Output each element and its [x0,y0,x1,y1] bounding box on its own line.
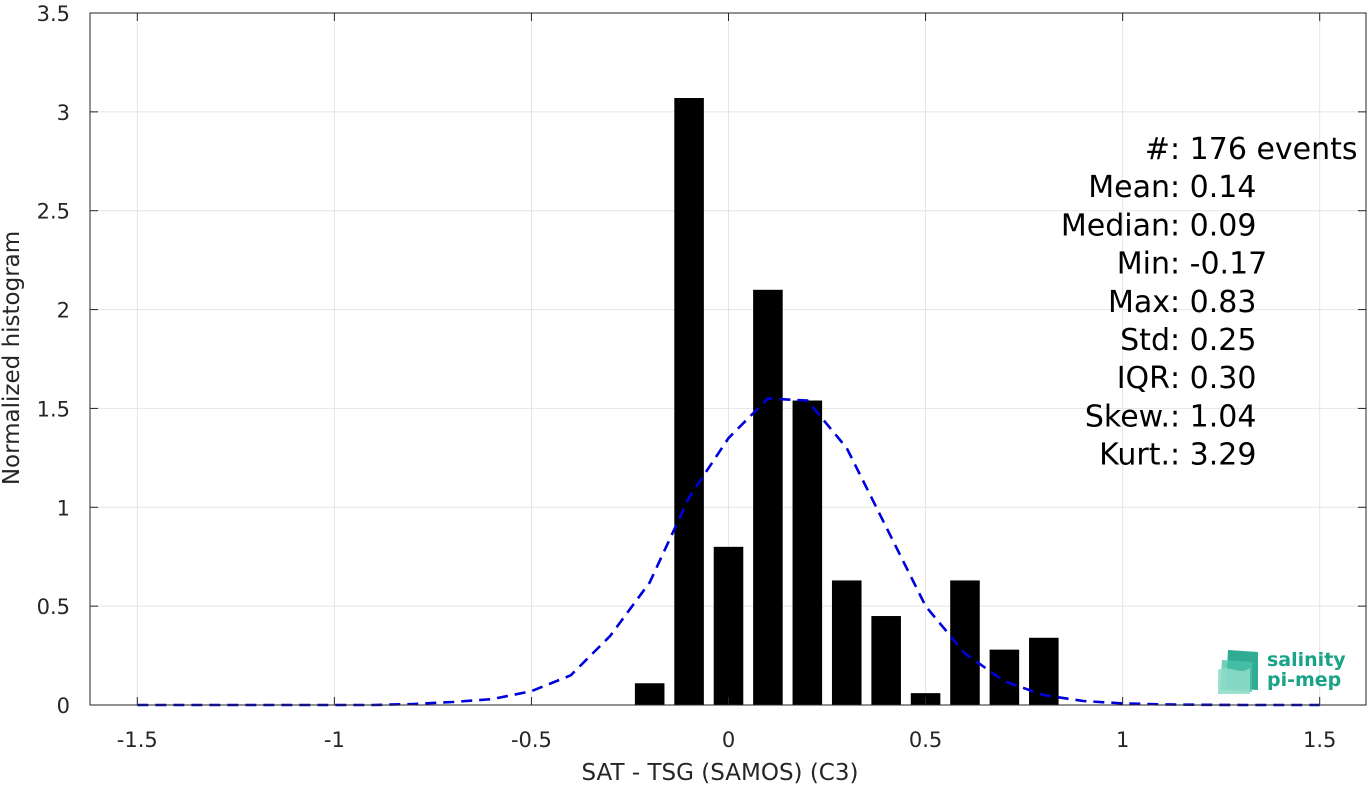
stat-value: : -0.17 [1170,247,1267,282]
x-tick-label: 1 [1116,728,1129,752]
y-tick-label: 3 [57,101,70,125]
axes-frame [89,12,1367,706]
x-tick-label: 1.5 [1303,728,1336,752]
x-tick-label: -1.5 [117,728,158,752]
x-tick-label: 0.5 [909,728,942,752]
bar-6 [871,616,901,705]
stat-value: : 1.04 [1170,399,1256,434]
stat-label: Median [1061,208,1170,243]
x-tick-labels: -1.5 -1 -0.5 0 0.5 1 1.5 [117,728,1337,752]
x-tick-label: -1 [324,728,345,752]
y-tick-label: 2 [57,299,70,323]
stat-value: : 176 events [1170,132,1358,167]
stat-label: Max [1108,285,1170,320]
stat-value: : 0.30 [1170,361,1256,396]
stat-label: Mean [1088,170,1170,205]
fit-curve [137,397,1320,707]
stat-label: # [1145,132,1170,167]
stat-label: Std [1120,323,1170,358]
bar-3 [753,289,783,705]
bar-5 [831,580,862,705]
stat-value: : 0.25 [1170,323,1256,358]
salinity-pi-mep-logo: salinity pi-mep [1218,649,1346,694]
stat-label: Kurt. [1099,438,1170,473]
y-tick-label: 0 [57,694,70,718]
stat-label: Min [1117,247,1170,282]
y-tick-label: 3.5 [37,2,70,26]
y-tick-label: 0.5 [37,595,70,619]
stat-label: IQR [1117,361,1170,396]
stat-label: Skew. [1085,399,1170,434]
bar-0 [634,683,665,705]
stat-value: : 3.29 [1170,438,1256,473]
y-tick-labels: 0 0.5 1 1.5 2 2.5 3 3.5 [37,2,70,718]
stat-value: : 0.14 [1170,170,1256,205]
stat-value: : 0.83 [1170,285,1256,320]
logo-icon [1218,650,1258,694]
logo-line2: pi-mep [1267,669,1341,691]
stat-value: : 0.09 [1170,208,1256,243]
x-tick-label: 0 [722,728,735,752]
logo-line1: salinity [1267,649,1346,671]
bar-4 [792,400,823,705]
bar-2 [713,546,744,705]
bar-1 [674,98,704,705]
bar-9 [989,649,1020,705]
x-axis-label: SAT - TSG (SAMOS) (C3) [582,760,859,785]
x-tick-label: -0.5 [511,728,552,752]
y-tick-label: 1 [57,496,70,520]
y-tick-label: 2.5 [37,200,70,224]
y-axis-label: Normalized histogram [0,231,25,485]
y-tick-label: 1.5 [37,397,70,421]
